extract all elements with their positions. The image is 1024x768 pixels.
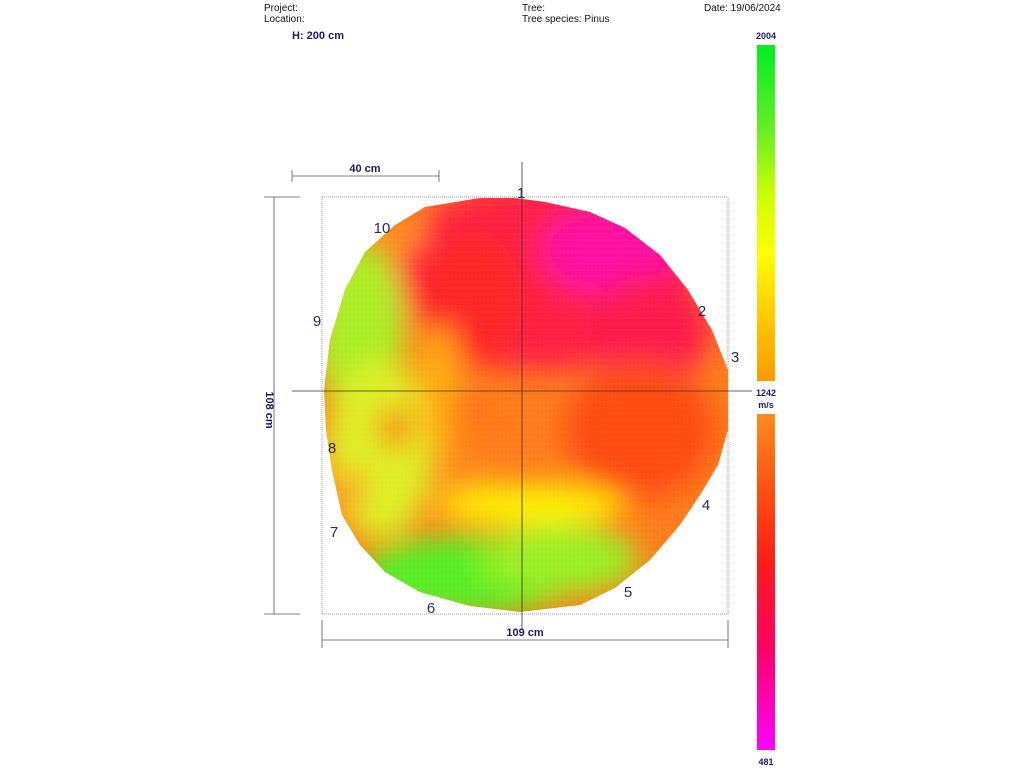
scale-bar-upper (757, 45, 775, 381)
velocity-heatmap (324, 198, 728, 612)
sensor-7-label: 7 (330, 524, 338, 541)
scale-mid-label: 1242 (755, 388, 777, 398)
sensor-1-label: 1 (517, 185, 525, 202)
sensor-9-label: 9 (313, 313, 321, 330)
location-label: Location: (264, 14, 305, 25)
scale-reference-bar (291, 170, 440, 182)
scale-min-label: 481 (758, 757, 774, 767)
sensor-labels: 1 2 3 4 5 6 7 8 9 10 (313, 185, 739, 617)
sensor-6-label: 6 (427, 600, 435, 617)
tree-label: Tree: (522, 3, 545, 14)
height-dimension (264, 196, 300, 615)
sensor-5-label: 5 (624, 584, 632, 601)
sensor-3-label: 3 (731, 349, 739, 366)
date-label: Date: 19/06/2024 (704, 3, 781, 14)
project-label: Project: (264, 3, 298, 14)
scale-max-label: 2004 (755, 31, 777, 41)
width-dimension-label: 109 cm (506, 627, 544, 639)
sensor-4-label: 4 (702, 497, 710, 514)
scale-bar-lower (757, 414, 775, 750)
crosshair (292, 162, 752, 630)
sensor-2-label: 2 (698, 303, 706, 320)
width-dimension (321, 620, 729, 648)
sensor-8-label: 8 (328, 440, 336, 457)
species-label: Tree species: Pinus (522, 14, 610, 25)
sensor-10-label: 10 (374, 220, 391, 237)
height-label: H: 200 cm (292, 30, 344, 42)
scale-reference-label: 40 cm (349, 163, 380, 175)
scale-unit-label: m/s (758, 400, 774, 410)
height-dimension-label: 108 cm (263, 391, 275, 429)
